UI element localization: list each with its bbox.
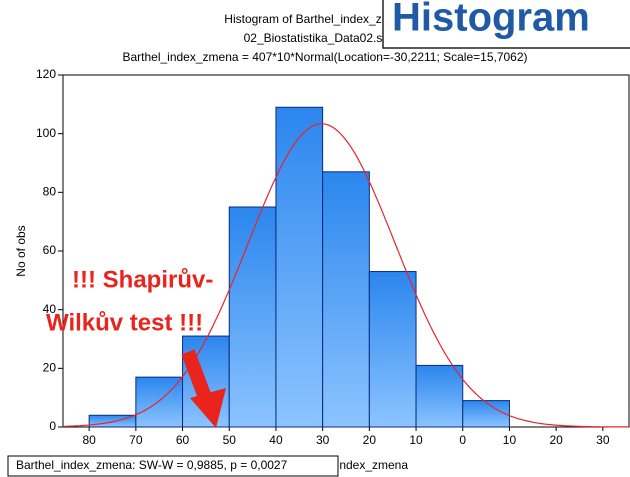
bar (368, 271, 417, 428)
note-line: Wilkův test !!! (46, 309, 203, 336)
y-tick-label: 120 (36, 67, 56, 81)
legend-box (7, 455, 339, 477)
bar (228, 206, 277, 428)
y-tick-label: 40 (43, 302, 57, 316)
y-tick-label: 20 (43, 361, 57, 375)
bar (275, 106, 324, 428)
y-tick-label: 80 (43, 185, 57, 199)
x-tick-label: 80 (82, 433, 96, 447)
arrow (181, 349, 226, 428)
legend-text: Barthel_index_zmena: SW-W = 0,9885, p = … (16, 458, 288, 472)
y-axis-label: No of obs (14, 225, 28, 276)
x-tick-label: 40 (269, 433, 283, 447)
x-tick-label: 20 (363, 433, 377, 447)
bar (462, 400, 510, 428)
x-tick-label: 10 (503, 433, 517, 447)
heading: Histogram (392, 0, 590, 40)
bar (415, 364, 464, 428)
y-tick-label: 0 (49, 419, 56, 433)
x-tick-label: 30 (596, 433, 610, 447)
heading-box (382, 0, 630, 49)
normal-curve (62, 123, 630, 428)
fit-label: Barthel_index_zmena = 407*10*Normal(Loca… (122, 50, 527, 64)
x-tick-label: 10 (409, 433, 423, 447)
y-tick-label: 100 (36, 126, 56, 140)
x-tick-label: 70 (129, 433, 143, 447)
chart-subtitle: 02_Biostatistika_Data02.sta (244, 31, 393, 45)
x-tick-label: 50 (223, 433, 237, 447)
bar (322, 171, 370, 428)
y-tick-label: 60 (43, 243, 57, 257)
x-tick-label: 0 (459, 433, 466, 447)
x-tick-label: 60 (176, 433, 190, 447)
x-tick-label: 20 (549, 433, 563, 447)
note-line: !!! Shapirův- (72, 266, 213, 293)
chart-title: Histogram of Barthel_index_zmena (224, 12, 412, 26)
x-tick-label: 30 (316, 433, 330, 447)
